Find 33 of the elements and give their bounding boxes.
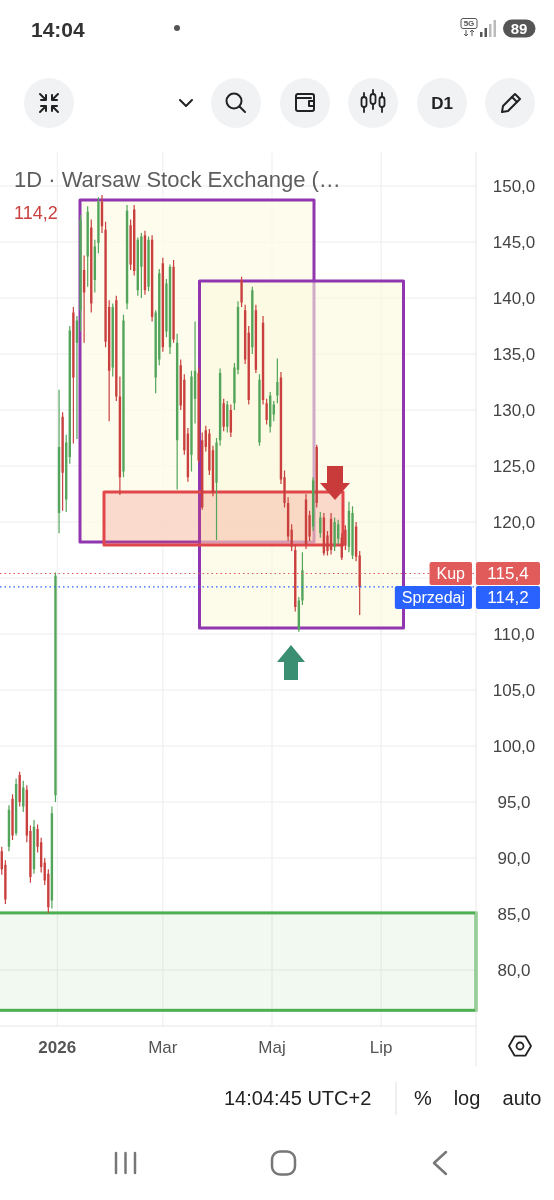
ref-line-label: Sprzedaj xyxy=(401,589,465,607)
x-tick-label: Mar xyxy=(148,1038,178,1057)
y-tick-label: 140,0 xyxy=(492,288,536,308)
text: D1 xyxy=(431,94,453,113)
y-tick-label: 90,0 xyxy=(497,848,531,868)
text: 115,4 xyxy=(487,564,529,584)
annotation: 114,2 xyxy=(14,202,58,223)
y-tick-label: 95,0 xyxy=(497,792,531,812)
x-tick-label: 2026 xyxy=(38,1038,77,1057)
x-tick-label: Maj xyxy=(258,1038,286,1057)
text: 114,2 xyxy=(487,588,529,608)
x-tick-label: Lip xyxy=(369,1038,393,1057)
y-tick-label: 145,0 xyxy=(492,232,536,252)
y-tick-label: 135,0 xyxy=(492,344,536,364)
y-tick-label: 80,0 xyxy=(497,960,531,980)
candlestick xyxy=(75,315,79,440)
y-tick-label: 105,0 xyxy=(492,680,536,700)
text: 5G xyxy=(463,19,475,28)
y-tick-label: 110,0 xyxy=(493,624,535,644)
text: 14:04:45 UTC+2 xyxy=(224,1087,372,1109)
y-tick-label: 130,0 xyxy=(492,400,536,420)
ref-line-label: Kup xyxy=(436,565,466,583)
text: log xyxy=(453,1087,481,1109)
text: 14:04 xyxy=(31,17,86,41)
text: auto xyxy=(502,1087,542,1109)
y-tick-label: 100,0 xyxy=(492,736,536,756)
text: 89 xyxy=(510,20,528,37)
y-tick-label: 85,0 xyxy=(497,904,531,924)
text: % xyxy=(414,1087,433,1109)
y-tick-label: 120,0 xyxy=(492,512,536,532)
text: 1D · Warsaw Stock Exchange (… xyxy=(14,167,341,192)
y-tick-label: 125,0 xyxy=(492,456,536,476)
y-tick-label: 150,0 xyxy=(492,176,536,196)
